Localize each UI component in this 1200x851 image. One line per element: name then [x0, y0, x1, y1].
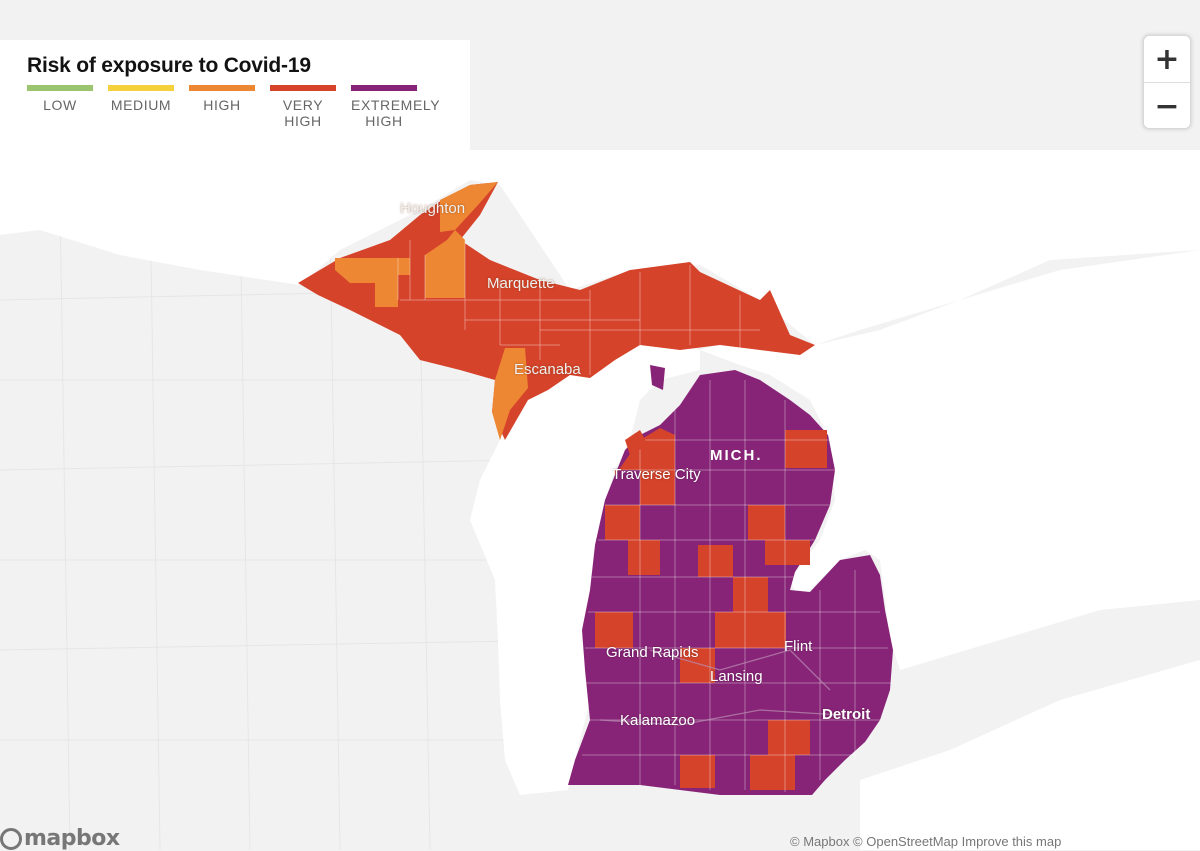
lake-michigan	[470, 340, 700, 795]
legend-item: LOW	[27, 85, 93, 113]
legend-item: VERY HIGH	[270, 85, 336, 129]
legend-label-line: LOW	[43, 97, 77, 113]
leelanau-peninsula	[625, 430, 648, 455]
legend-label: VERY HIGH	[270, 97, 336, 129]
city-label-lansing: Lansing	[710, 668, 763, 685]
city-label-traverse-city: Traverse City	[612, 466, 701, 483]
city-label-kalamazoo: Kalamazoo	[620, 712, 696, 729]
risk-legend: Risk of exposure to Covid-19 LOW MEDIUM HI…	[0, 40, 470, 150]
legend-title: Risk of exposure to Covid-19	[27, 54, 311, 77]
legend-label-line: EXTREMELY	[351, 97, 441, 113]
zoom-out-button[interactable]: −	[1144, 82, 1190, 128]
legend-item: MEDIUM	[108, 85, 174, 113]
legend-label: MEDIUM	[108, 97, 174, 113]
state-label: MICH.	[710, 447, 763, 464]
map-attribution[interactable]: © Mapbox © OpenStreetMap Improve this ma…	[790, 834, 1062, 849]
lp-very-high-counties	[595, 428, 827, 790]
legend-label: HIGH	[189, 97, 255, 113]
lake-erie	[860, 660, 1200, 850]
legend-item: EXTREMELY HIGH	[351, 85, 441, 129]
legend-swatch	[189, 85, 255, 91]
city-label-escanaba: Escanaba	[514, 361, 581, 378]
legend-label-line: HIGH	[365, 113, 403, 129]
legend-swatch	[108, 85, 174, 91]
up-high-risk-counties	[335, 182, 528, 440]
lp-county-lines	[582, 380, 892, 792]
legend-label-line: VERY	[282, 97, 324, 113]
legend-item: HIGH	[189, 85, 255, 113]
city-label-detroit: Detroit	[822, 706, 871, 723]
legend-swatch	[351, 85, 417, 91]
city-label-houghton: Houghton	[400, 200, 466, 217]
beaver-island	[650, 365, 665, 390]
city-label-flint: Flint	[784, 638, 813, 655]
legend-swatch	[270, 85, 336, 91]
legend-label-line: HIGH	[203, 97, 241, 113]
legend-label: EXTREMELY HIGH	[351, 97, 441, 129]
surrounding-road-lines	[0, 189, 571, 850]
city-label-marquette: Marquette	[487, 275, 555, 292]
legend-label-line: HIGH	[284, 113, 322, 129]
mapbox-logo-text: mapbox	[24, 826, 120, 851]
mapbox-logo-icon	[0, 828, 22, 850]
upper-peninsula	[298, 182, 815, 440]
legend-swatch	[27, 85, 93, 91]
up-county-lines	[397, 240, 760, 375]
legend-label: LOW	[27, 97, 93, 113]
legend-label-line: MEDIUM	[110, 97, 172, 113]
mapbox-logo[interactable]: mapbox	[0, 826, 120, 851]
lake-huron	[700, 250, 1200, 670]
highway-lines	[599, 649, 841, 726]
zoom-in-button[interactable]: +	[1154, 41, 1180, 77]
city-label-grand-rapids: Grand Rapids	[606, 644, 699, 661]
zoom-control: + −	[1143, 35, 1191, 129]
